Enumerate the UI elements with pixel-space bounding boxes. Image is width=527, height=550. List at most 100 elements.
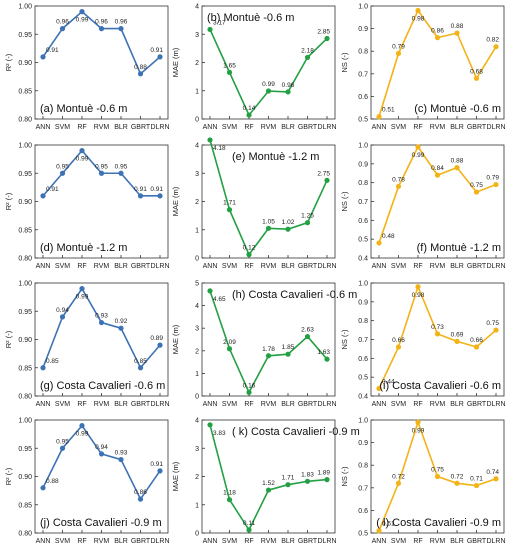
data-label: 0.93 — [95, 313, 108, 320]
data-label: 0.91 — [46, 186, 59, 193]
data-label: 2.63 — [301, 327, 314, 334]
data-point — [246, 252, 252, 258]
data-point — [207, 137, 213, 143]
data-point — [118, 325, 124, 331]
data-label: 2.75 — [317, 170, 330, 177]
data-label: 1.52 — [262, 480, 275, 487]
y-tick-label: 1.0 — [358, 143, 368, 150]
y-tick-label: 0.90 — [18, 60, 32, 67]
y-tick-label: 0 — [195, 394, 199, 401]
y-tick-label: 0.8 — [358, 318, 368, 325]
data-point — [157, 193, 163, 199]
x-tick-label: SVM — [55, 538, 70, 545]
y-tick-label: 2 — [195, 60, 199, 67]
data-point — [376, 528, 382, 534]
panel-6: 0.4 0.5 0.6 0.7 0.8 0.9 1.0 ANN SVM RF RVM BLR GBRT D… — [340, 143, 506, 271]
x-tick-label: SVM — [222, 401, 237, 408]
data-point — [285, 482, 291, 488]
data-label: 1.65 — [223, 62, 236, 69]
y-axis-label: MAE (m) — [171, 461, 180, 491]
data-label: 2.09 — [223, 339, 236, 346]
data-label: 3.17 — [213, 19, 226, 26]
data-label: 0.89 — [150, 335, 163, 342]
data-label: 0.68 — [470, 68, 483, 75]
data-point — [79, 286, 85, 292]
data-label: 0.48 — [382, 233, 395, 240]
data-point — [226, 69, 233, 75]
y-tick-label: 1 — [195, 88, 199, 95]
data-label: 0.91 — [150, 47, 163, 54]
panel-title: (a) Montuè -0.6 m — [40, 103, 127, 115]
data-point — [157, 342, 163, 348]
data-label: 0.85 — [134, 358, 147, 365]
series-line — [378, 145, 497, 244]
panel-8: 0 1 2 3 4 5 ANN SVM RF RVM BLR GBRT DLRN MAE (m) 4.65 2… — [171, 281, 357, 409]
data-label: 0.82 — [486, 37, 499, 44]
panel-12: 0.5 0.6 0.7 0.8 0.9 1.0 ANN SVM RF RVM BLR GBRT DLRN… — [340, 418, 506, 546]
y-tick-label: 0 — [195, 531, 199, 538]
y-tick-label: 0.85 — [18, 365, 32, 372]
y-tick-label: 4 — [195, 418, 199, 425]
data-label: 0.99 — [412, 427, 425, 434]
data-point — [40, 485, 46, 491]
data-label: 0.93 — [115, 450, 128, 457]
panel-title: (i) Costa Cavalieri -0.6 m — [379, 380, 501, 392]
x-tick-label: RF — [244, 263, 253, 270]
panel-title: (e) Montuè -1.2 m — [232, 151, 319, 163]
x-tick-label: RF — [77, 538, 86, 545]
data-point — [324, 477, 330, 483]
data-point — [59, 170, 66, 176]
data-point — [324, 35, 330, 42]
data-point — [285, 226, 291, 232]
y-tick-label: 0.9 — [358, 299, 368, 306]
data-label: 0.85 — [46, 358, 59, 365]
x-tick-label: RF — [244, 401, 253, 408]
x-tick-label: RF — [413, 538, 422, 545]
data-point — [226, 497, 233, 503]
x-tick-label: RF — [413, 263, 422, 270]
data-point — [79, 148, 85, 154]
y-tick-label: 0.7 — [358, 199, 368, 206]
data-label: 0.99 — [76, 156, 89, 163]
data-label: 0.73 — [431, 324, 444, 331]
y-tick-label: 0.8 — [358, 463, 368, 470]
x-tick-label: SVM — [391, 538, 406, 545]
x-tick-label: RF — [77, 263, 86, 270]
data-label: 1.78 — [262, 346, 275, 353]
panel-11: 0 1 2 3 4 ANN SVM RF RVM BLR GBRT DLRN MAE (m) 3.83 1.… — [171, 418, 360, 546]
y-tick-label: 0.80 — [18, 117, 32, 124]
panel-7: 0.80 0.85 0.90 0.95 1.00 ANN SVM RF RVM BLR GBRT DL… — [4, 281, 170, 409]
data-label: 0.88 — [451, 23, 464, 30]
y-tick-label: 0.7 — [358, 71, 368, 78]
data-label: 0.91 — [46, 47, 59, 54]
data-label: 0.44 — [382, 378, 395, 385]
x-tick-label: BLR — [450, 401, 464, 408]
panel-5: 0 1 2 3 4 ANN SVM RF RVM BLR GBRT DLRN MAE (m) 4.18 1.… — [171, 137, 337, 270]
x-tick-label: SVM — [222, 263, 237, 270]
y-tick-label: 1.0 — [358, 281, 368, 288]
y-tick-label: 2 — [195, 199, 199, 206]
y-tick-label: 0.7 — [358, 337, 368, 344]
x-tick-label: ANN — [203, 538, 218, 545]
data-point — [265, 487, 272, 493]
y-tick-label: 0.80 — [18, 531, 32, 538]
y-tick-label: 3 — [195, 32, 199, 39]
y-axis-label: MAE (m) — [171, 324, 180, 354]
x-tick-label: BLR — [114, 124, 128, 131]
data-label: 0.95 — [56, 163, 69, 170]
data-label: 0.94 — [56, 307, 69, 314]
data-label: 0.88 — [46, 478, 59, 485]
data-label: 1.05 — [262, 218, 275, 225]
panel-1: 0.80 0.85 0.90 0.95 1.00 ANN SVM RF RVM BLR GBRT DL… — [4, 4, 170, 132]
y-axis-label: NS (-) — [340, 52, 349, 72]
data-label: 2.85 — [317, 28, 330, 35]
data-label: 0.14 — [243, 105, 256, 112]
data-point — [395, 344, 402, 350]
x-tick-label: SVM — [391, 401, 406, 408]
panel-3: 0.5 0.6 0.7 0.8 0.9 1.0 ANN SVM RF RVM BLR GBRT DLRN… — [340, 4, 506, 132]
x-tick-label: DLRN — [486, 401, 505, 408]
data-point — [40, 193, 46, 199]
y-tick-label: 0.5 — [358, 237, 368, 244]
y-tick-label: 0.5 — [358, 375, 368, 382]
